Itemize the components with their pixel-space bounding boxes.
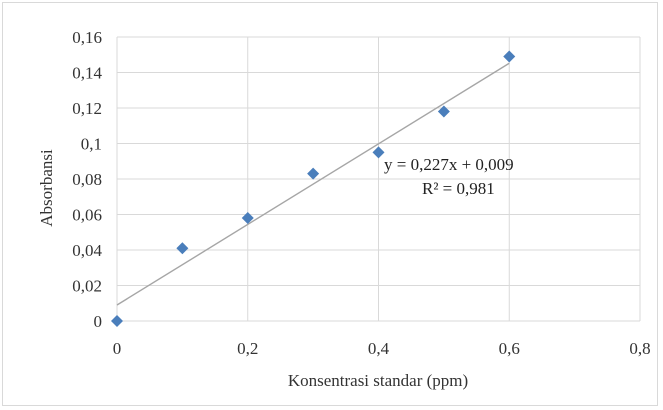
x-tick-label: 0,2 <box>237 339 258 358</box>
y-tick-label: 0,02 <box>72 277 102 296</box>
y-tick-label: 0,14 <box>72 64 102 83</box>
chart-frame <box>2 2 658 406</box>
data-point-marker <box>176 242 189 255</box>
trendline-equation: y = 0,227x + 0,009 <box>384 155 514 174</box>
x-tick-labels: 0 0,2 0,4 0,6 0,8 <box>113 339 651 358</box>
x-tick-label: 0,8 <box>629 339 650 358</box>
trendline <box>116 62 510 306</box>
x-axis-title: Konsentrasi standar (ppm) <box>288 371 468 390</box>
y-tick-label: 0 <box>94 312 103 331</box>
y-tick-labels: 0 0,02 0,04 0,06 0,08 0,1 0,12 0,14 0,16 <box>72 28 102 331</box>
y-tick-label: 0,08 <box>72 170 102 189</box>
data-point-marker <box>241 212 254 225</box>
y-tick-label: 0,12 <box>72 99 102 118</box>
y-tick-label: 0,06 <box>72 206 102 225</box>
r-squared-label: R² = 0,981 <box>422 179 495 198</box>
grid-lines <box>116 36 641 322</box>
x-tick-label: 0,4 <box>368 339 390 358</box>
y-axis-title: Absorbansi <box>37 149 56 227</box>
trendline-group <box>116 62 510 306</box>
y-tick-label: 0,1 <box>81 135 102 154</box>
data-point-marker <box>372 146 385 159</box>
data-points <box>111 50 516 327</box>
x-tick-label: 0 <box>113 339 122 358</box>
y-tick-label: 0,16 <box>72 28 102 47</box>
x-tick-label: 0,6 <box>499 339 520 358</box>
data-point-marker <box>111 315 123 327</box>
data-point-marker <box>437 105 450 118</box>
data-point-marker <box>307 167 320 180</box>
data-point-marker <box>503 50 516 63</box>
y-tick-label: 0,04 <box>72 241 102 260</box>
